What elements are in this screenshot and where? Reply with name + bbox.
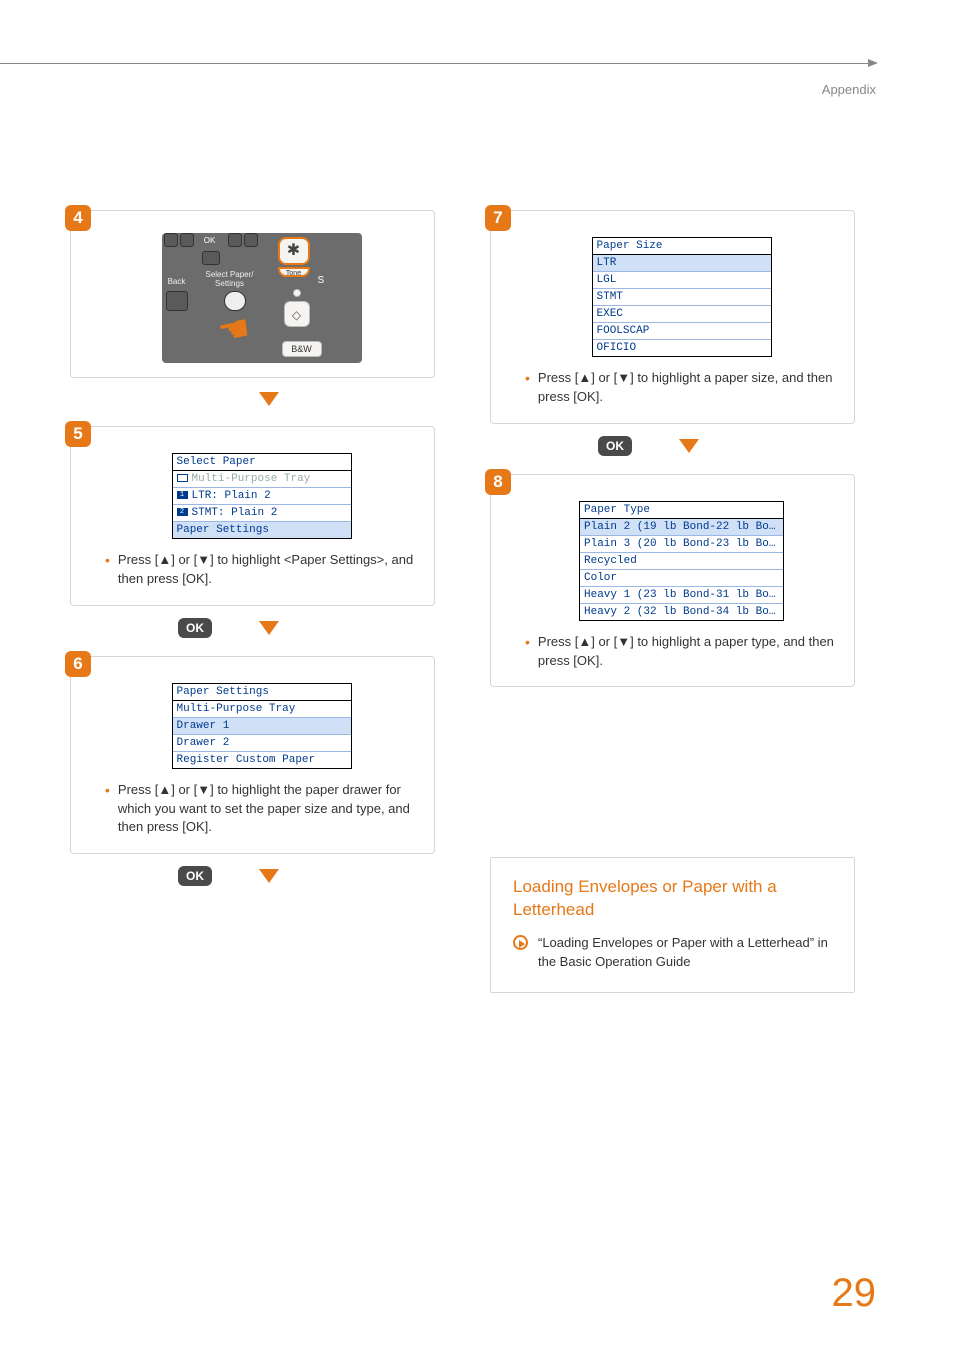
bullet-icon: • [525, 369, 530, 407]
instruction-text: Press [▲] or [▼] to highlight <Paper Set… [118, 551, 418, 589]
panel-key [244, 233, 258, 247]
callout-loading-envelopes: Loading Envelopes or Paper with a Letter… [490, 857, 855, 993]
tray-icon: 2 [177, 508, 188, 516]
lcd-row: Plain 3 (20 lb Bond-23 lb Bo… [580, 535, 783, 552]
tone-key: Tone [278, 267, 310, 277]
step-5: 5 Select Paper Multi-Purpose Tray 1LTR: … [70, 426, 435, 606]
tray-icon [177, 474, 188, 482]
lcd-row: FOOLSCAP [593, 322, 771, 339]
lcd-row-highlight: Plain 2 (19 lb Bond-22 lb Bo… [580, 519, 783, 535]
bw-key: B&W [282, 341, 322, 357]
lcd-title: Select Paper [173, 454, 351, 471]
right-arrow-key [228, 233, 242, 247]
down-arrow-icon [679, 439, 699, 453]
lcd-title: Paper Type [580, 502, 783, 519]
step-instruction: • Press [▲] or [▼] to highlight a paper … [525, 633, 838, 671]
callout-ref-text: “Loading Envelopes or Paper with a Lette… [538, 934, 832, 972]
callout-reference: “Loading Envelopes or Paper with a Lette… [513, 934, 832, 972]
bullet-icon: • [525, 633, 530, 671]
step-instruction: • Press [▲] or [▼] to highlight the pape… [105, 781, 418, 838]
step-badge: 6 [65, 651, 91, 677]
lcd-row-highlight: Paper Settings [173, 521, 351, 538]
page-number: 29 [832, 1271, 877, 1316]
reference-arrow-icon [513, 935, 528, 950]
lcd-row: STMT [593, 288, 771, 305]
lcd-row: Recycled [580, 552, 783, 569]
lcd-row: EXEC [593, 305, 771, 322]
step-4: 4 OK Back Select Paper/ Settings ✱ Tone … [70, 210, 435, 378]
instruction-text: Press [▲] or [▼] to highlight a paper si… [538, 369, 838, 407]
lcd-row: 1LTR: Plain 2 [173, 487, 351, 504]
down-arrow-icon [259, 869, 279, 883]
down-arrow-icon [259, 621, 279, 635]
lcd-row-highlight: Drawer 1 [173, 717, 351, 734]
lcd-paper-type: Paper Type Plain 2 (19 lb Bond-22 lb Bo…… [579, 501, 784, 621]
header-rule [0, 63, 870, 64]
s-label: S [318, 275, 330, 286]
lcd-row: Heavy 2 (32 lb Bond-34 lb Bo… [580, 603, 783, 620]
flow-connector: OK [490, 436, 855, 456]
instruction-text: Press [▲] or [▼] to highlight the paper … [118, 781, 418, 838]
step-badge: 5 [65, 421, 91, 447]
start-key: ◇ [284, 301, 310, 327]
pointer-hand-icon: ☚ [213, 306, 253, 354]
lcd-paper-size: Paper Size LTR LGL STMT EXEC FOOLSCAP OF… [592, 237, 772, 357]
down-arrow-key [202, 251, 220, 265]
step-badge: 4 [65, 205, 91, 231]
left-arrow-key [180, 233, 194, 247]
step-instruction: • Press [▲] or [▼] to highlight <Paper S… [105, 551, 418, 589]
lcd-select-paper: Select Paper Multi-Purpose Tray 1LTR: Pl… [172, 453, 352, 539]
bullet-icon: • [105, 781, 110, 838]
step-badge: 7 [485, 205, 511, 231]
lcd-row: Color [580, 569, 783, 586]
lcd-title: Paper Size [593, 238, 771, 255]
lcd-row-highlight: LTR [593, 255, 771, 271]
lcd-row: Register Custom Paper [173, 751, 351, 768]
ok-chip: OK [178, 618, 212, 638]
control-panel-illustration: OK Back Select Paper/ Settings ✱ Tone S … [162, 233, 362, 363]
panel-key [164, 233, 178, 247]
bullet-icon: • [105, 551, 110, 589]
instruction-text: Press [▲] or [▼] to highlight a paper ty… [538, 633, 838, 671]
panel-ok-label: OK [196, 235, 224, 247]
flow-connector: OK [70, 866, 435, 886]
lcd-row: LGL [593, 271, 771, 288]
step-8: 8 Paper Type Plain 2 (19 lb Bond-22 lb B… [490, 474, 855, 688]
flow-connector [70, 390, 435, 408]
step-instruction: • Press [▲] or [▼] to highlight a paper … [525, 369, 838, 407]
step-badge: 8 [485, 469, 511, 495]
callout-title: Loading Envelopes or Paper with a Letter… [513, 876, 832, 922]
lcd-row: Heavy 1 (23 lb Bond-31 lb Bo… [580, 586, 783, 603]
flow-connector: OK [70, 618, 435, 638]
lcd-title: Paper Settings [173, 684, 351, 701]
tray-icon: 1 [177, 491, 188, 499]
lcd-row: Drawer 2 [173, 734, 351, 751]
down-arrow-icon [259, 392, 279, 406]
lcd-row: OFICIO [593, 339, 771, 356]
step-6: 6 Paper Settings Multi-Purpose Tray Draw… [70, 656, 435, 855]
back-key [166, 291, 188, 311]
back-label: Back [164, 277, 190, 286]
select-paper-label: Select Paper/ Settings [198, 271, 262, 289]
header-arrow-icon [868, 59, 878, 67]
section-label: Appendix [822, 82, 876, 97]
indicator-dot [293, 289, 301, 297]
star-key: ✱ [278, 237, 310, 265]
lcd-row: Multi-Purpose Tray [173, 471, 351, 487]
lcd-row: 2STMT: Plain 2 [173, 504, 351, 521]
lcd-paper-settings: Paper Settings Multi-Purpose Tray Drawer… [172, 683, 352, 769]
ok-chip: OK [598, 436, 632, 456]
lcd-row: Multi-Purpose Tray [173, 701, 351, 717]
step-7: 7 Paper Size LTR LGL STMT EXEC FOOLSCAP … [490, 210, 855, 424]
ok-chip: OK [178, 866, 212, 886]
